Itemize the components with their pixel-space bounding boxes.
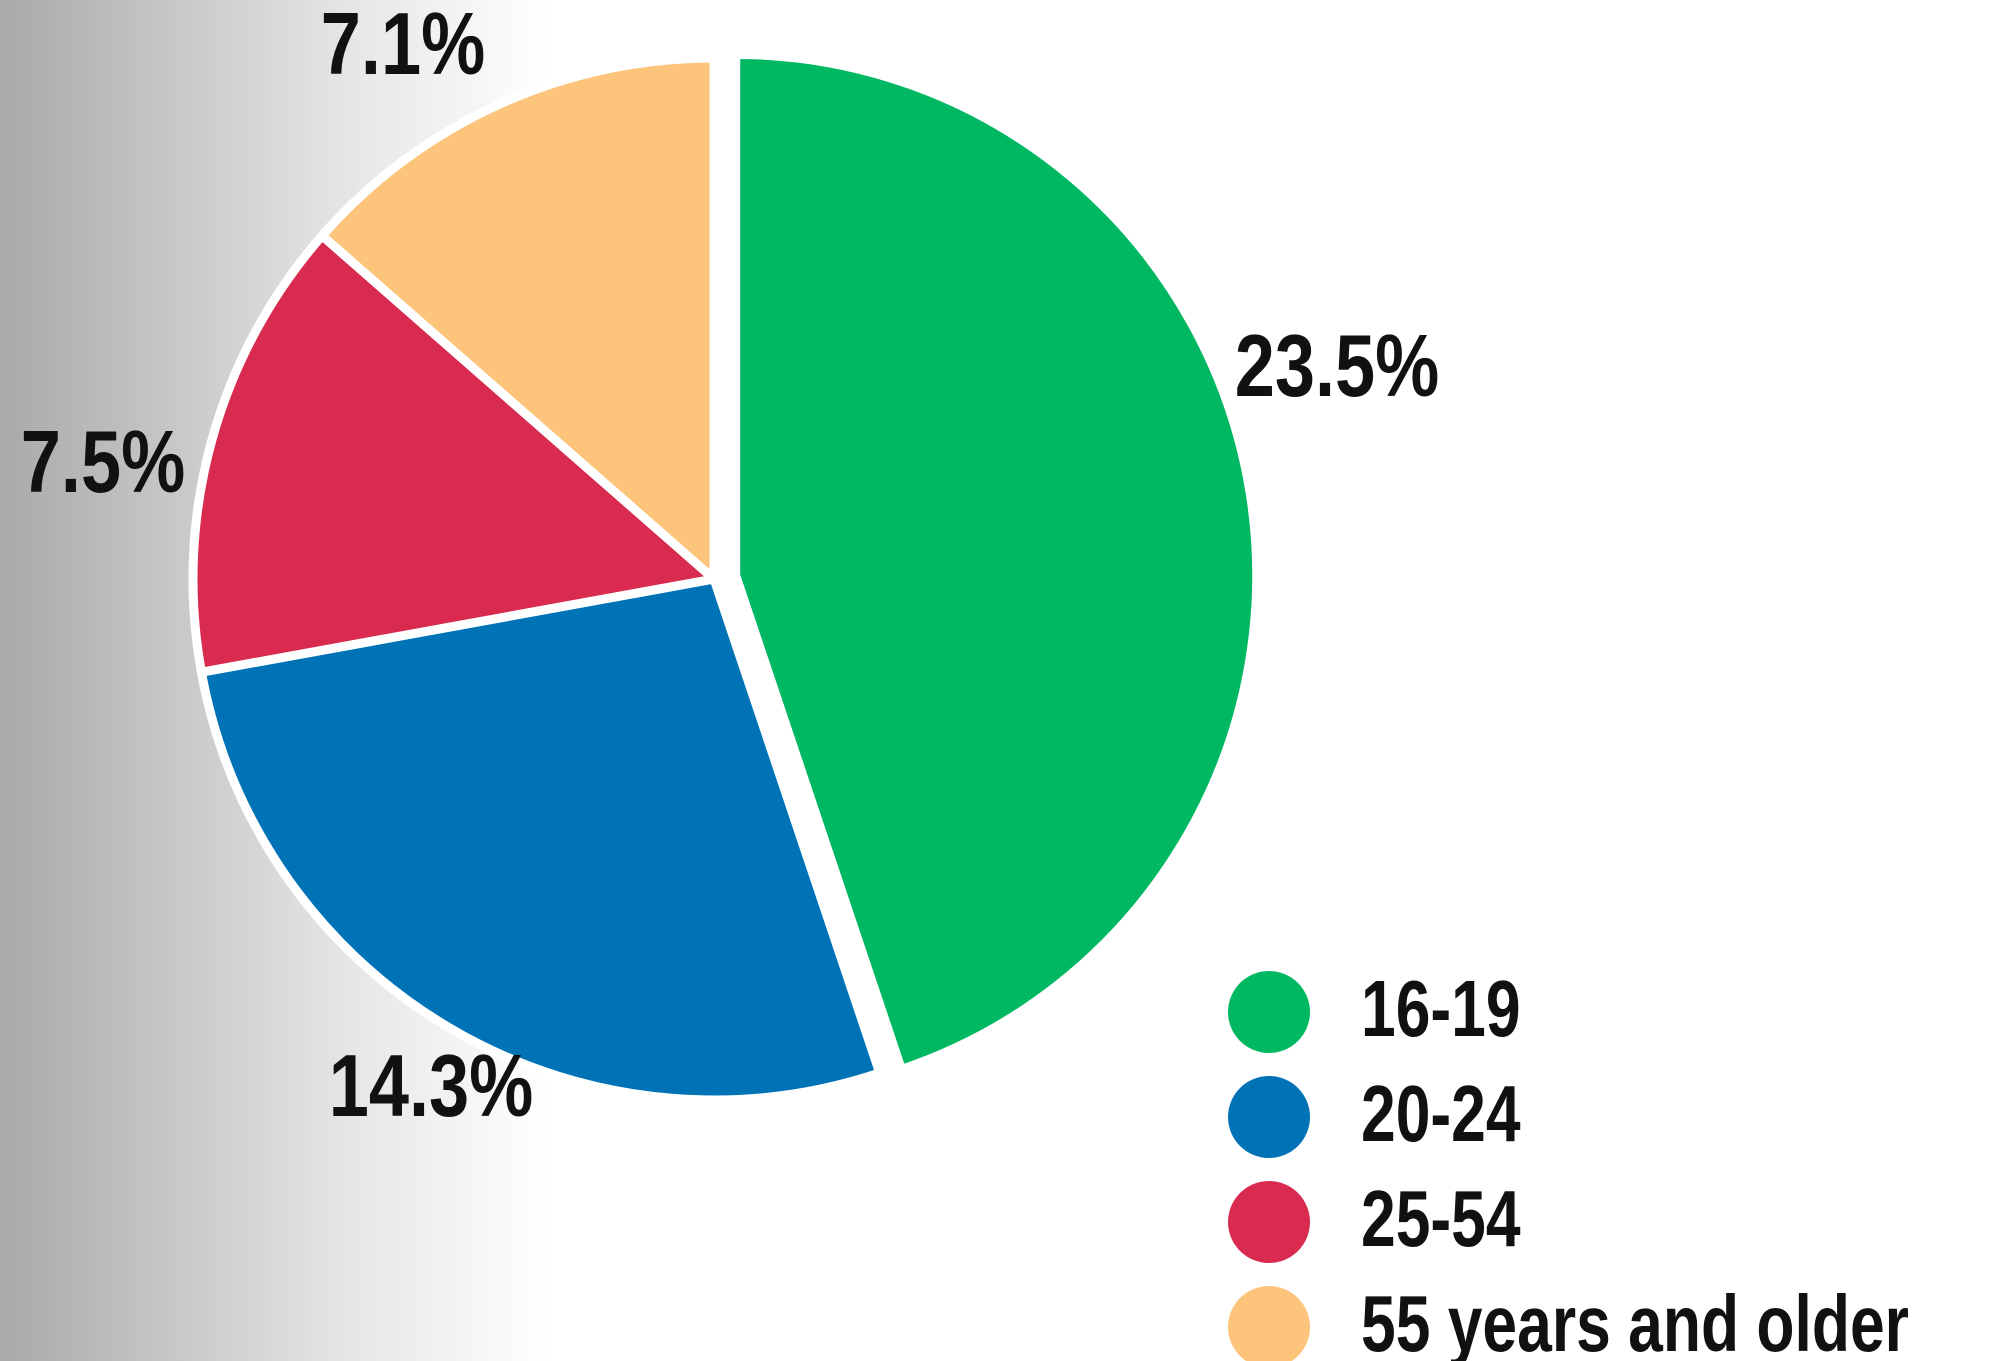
legend-marker (1228, 971, 1310, 1053)
legend-marker (1228, 1286, 1310, 1361)
slice-label: 7.5% (21, 414, 185, 512)
pie-slice (315, 53, 719, 589)
slice-label: 7.1% (321, 0, 485, 94)
legend-label: 16-19 (1361, 965, 1521, 1054)
legend-label: 25-54 (1361, 1175, 1521, 1264)
legend-label: 20-24 (1361, 1070, 1521, 1159)
legend-marker (1228, 1181, 1310, 1263)
slice-label: 14.3% (329, 1038, 534, 1136)
slice-label: 23.5% (1235, 318, 1440, 416)
pie-slice (188, 229, 724, 678)
pie-slice (731, 49, 1262, 1076)
legend-marker (1228, 1076, 1310, 1158)
pie-slice (196, 573, 886, 1105)
legend-label: 55 years and older (1361, 1280, 1909, 1361)
